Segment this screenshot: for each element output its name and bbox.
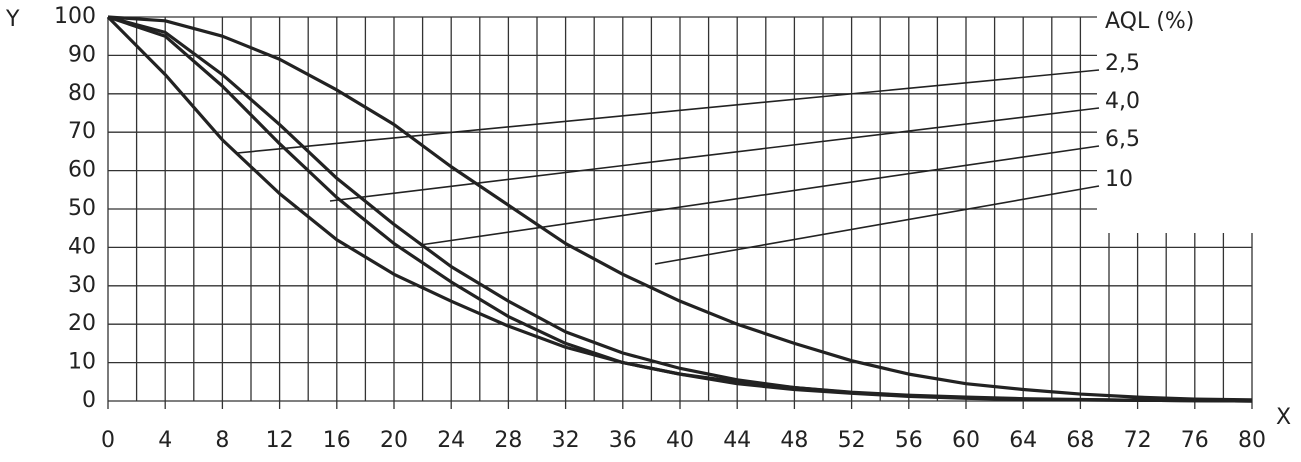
x-axis-label: X xyxy=(1276,405,1291,430)
x-tick-label: 8 xyxy=(215,428,229,453)
x-tick-label: 68 xyxy=(1066,428,1094,453)
x-tick-label: 40 xyxy=(666,428,694,453)
y-tick-label: 60 xyxy=(68,158,96,183)
legend-leader xyxy=(654,185,1100,265)
legend-background xyxy=(1097,0,1301,233)
x-tick-label: 0 xyxy=(101,428,115,453)
y-tick-label: 20 xyxy=(68,311,96,336)
y-tick-label: 50 xyxy=(68,196,96,221)
x-tick-label: 12 xyxy=(266,428,294,453)
y-tick-label: 40 xyxy=(68,234,96,259)
y-axis-label: Y xyxy=(5,7,20,32)
y-tick-label: 30 xyxy=(68,273,96,298)
legend-label: 6,5 xyxy=(1105,127,1140,152)
line-series xyxy=(107,15,1253,402)
x-tick-label: 72 xyxy=(1124,428,1152,453)
x-tick-label: 60 xyxy=(952,428,980,453)
x-tick-label: 64 xyxy=(1009,428,1037,453)
x-tick-label: 48 xyxy=(780,428,808,453)
y-tick-label: 90 xyxy=(68,42,96,67)
legend-leader xyxy=(419,145,1100,246)
x-tick-label: 24 xyxy=(437,428,465,453)
x-tick-label: 4 xyxy=(158,428,172,453)
x-tick-label: 28 xyxy=(494,428,522,453)
legend-leader xyxy=(329,107,1100,202)
y-tick-label: 100 xyxy=(54,4,96,29)
x-tick-label: 56 xyxy=(895,428,923,453)
legend-label: 2,5 xyxy=(1105,51,1140,76)
y-tick-label: 10 xyxy=(68,350,96,375)
x-tick-label: 32 xyxy=(552,428,580,453)
y-tick-label: 0 xyxy=(82,388,96,413)
x-tick-label: 20 xyxy=(380,428,408,453)
x-tick-label: 36 xyxy=(609,428,637,453)
y-tick-label: 80 xyxy=(68,81,96,106)
legend-label: 4,0 xyxy=(1105,89,1140,114)
line-series xyxy=(106,15,1253,403)
x-tick-label: 44 xyxy=(723,428,751,453)
y-tick-label: 70 xyxy=(68,119,96,144)
x-tick-label: 76 xyxy=(1181,428,1209,453)
x-tick-label: 52 xyxy=(838,428,866,453)
legend-leader xyxy=(236,69,1100,154)
x-tick-label: 16 xyxy=(323,428,351,453)
x-tick-label: 80 xyxy=(1238,428,1266,453)
legend-label: 10 xyxy=(1105,167,1133,192)
legend-title: AQL (%) xyxy=(1105,9,1194,34)
